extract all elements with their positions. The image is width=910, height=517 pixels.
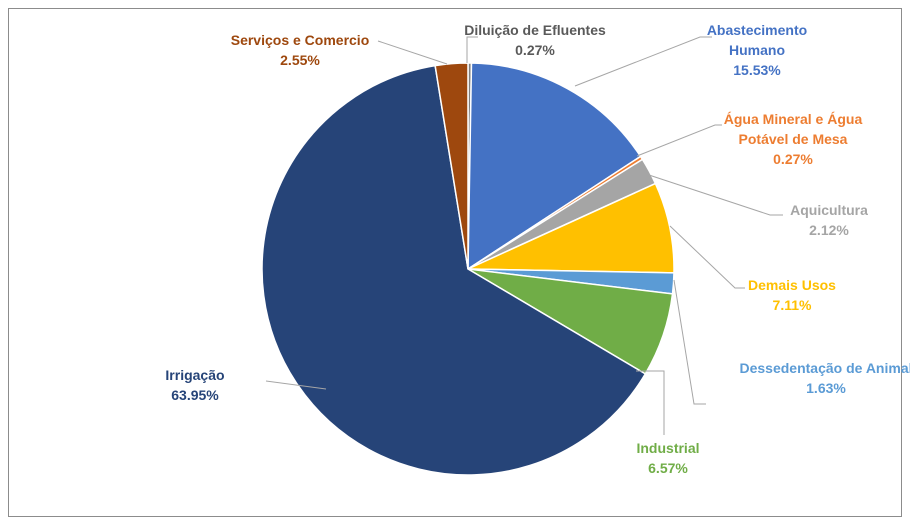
pie-slice xyxy=(434,62,469,270)
leader-line xyxy=(636,124,722,157)
leader-line xyxy=(648,174,783,216)
slice-label: Irrigação 63.95% xyxy=(165,367,224,403)
leader-line xyxy=(673,279,706,405)
leader-line xyxy=(636,370,665,435)
slice-label: Abastecimento Humano 15.53% xyxy=(707,22,807,78)
leader-line xyxy=(466,36,478,63)
leader-line xyxy=(574,36,712,87)
pie-slice xyxy=(467,62,642,271)
slice-label: Dessedentação de Animal 1.63% xyxy=(740,360,910,396)
slice-label: Água Mineral e Água Potável de Mesa 0.27% xyxy=(724,111,863,167)
leader-line xyxy=(265,380,327,390)
leader-line xyxy=(669,225,745,289)
slice-label: Demais Usos 7.11% xyxy=(748,277,836,313)
slice-label: Aquicultura 2.12% xyxy=(790,202,868,238)
slice-label: Diluição de Efluentes 0.27% xyxy=(464,22,606,58)
leader-line xyxy=(377,40,448,65)
slice-label: Industrial 6.57% xyxy=(636,440,699,476)
slice-label: Serviços e Comercio 2.55% xyxy=(231,32,370,68)
